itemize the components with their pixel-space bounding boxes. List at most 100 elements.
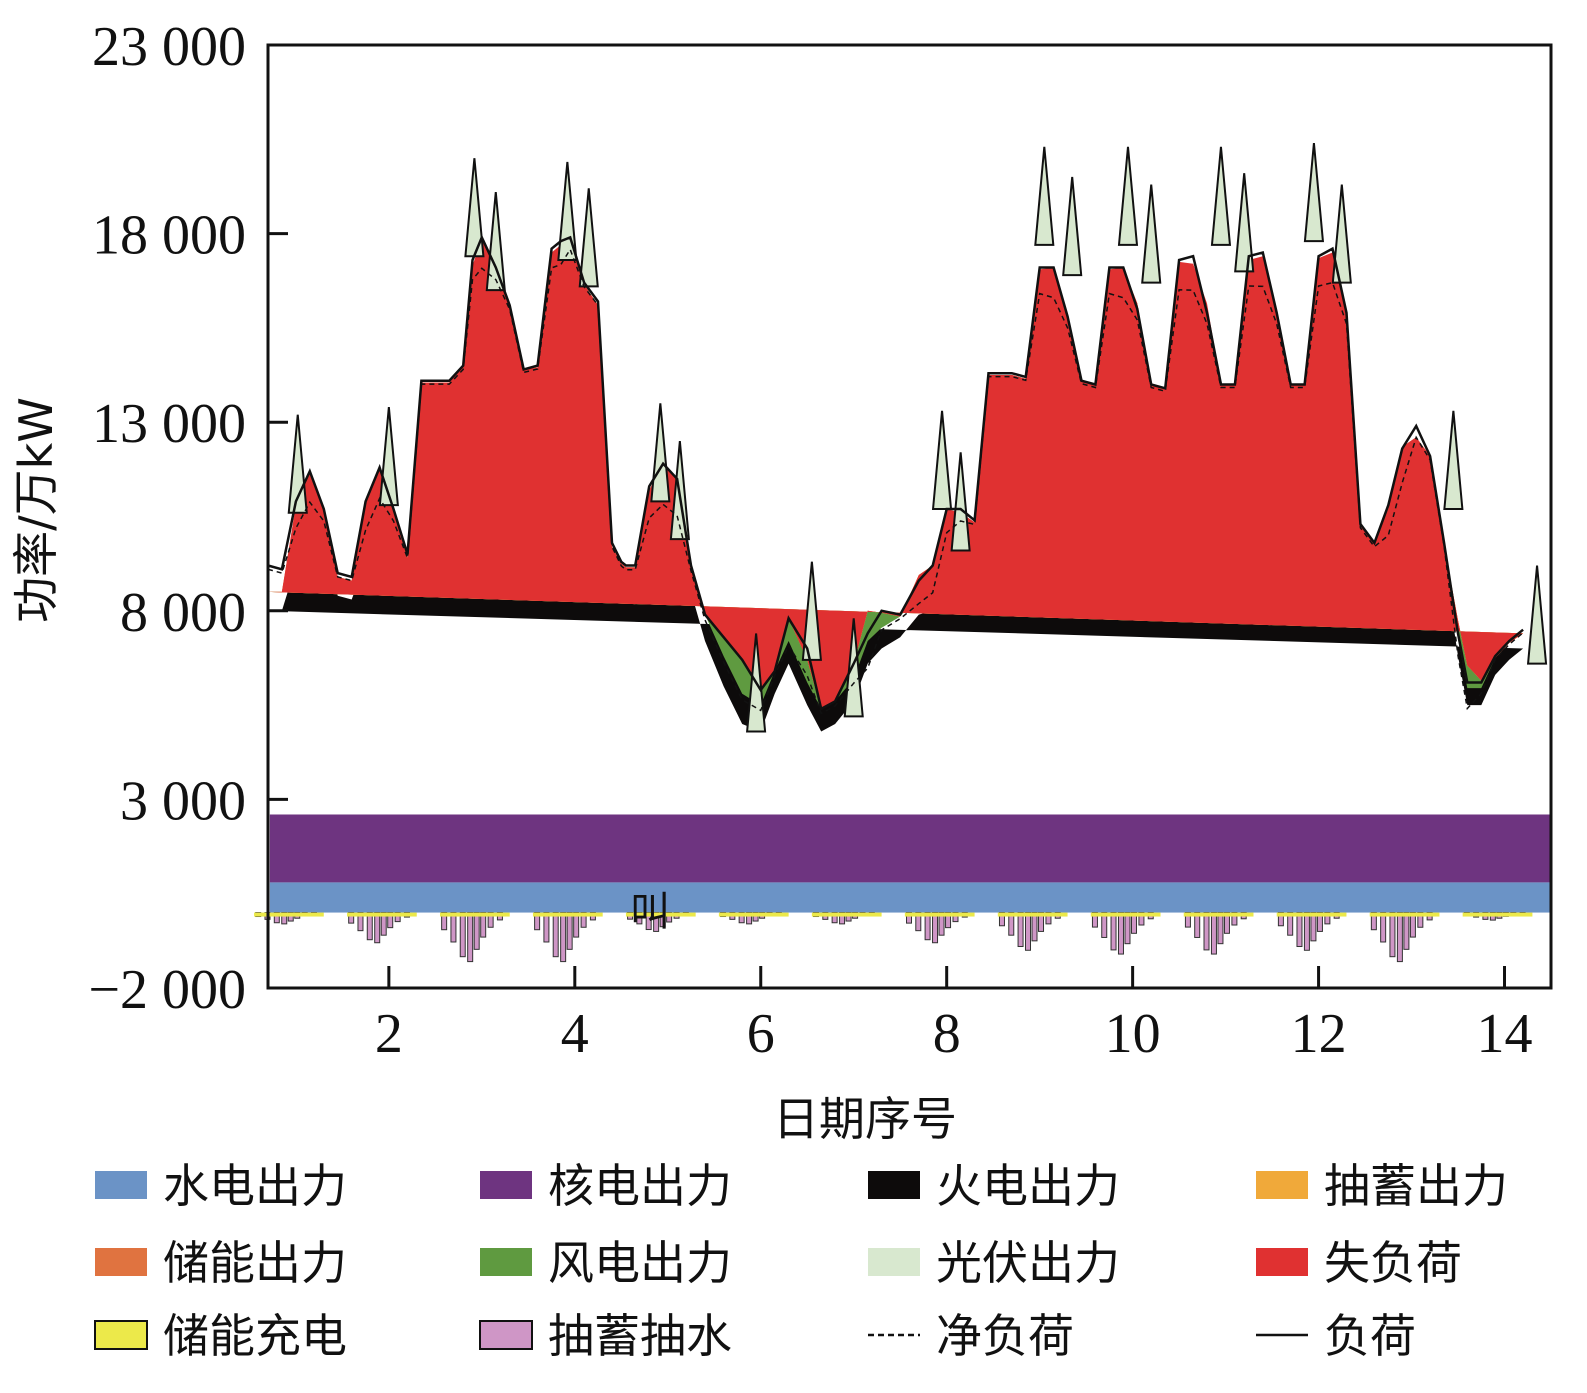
pump-bar-3-2 (459, 912, 466, 958)
legend-label-hydro: 水电出力 (163, 1159, 347, 1213)
pump-bar-10-3 (1117, 912, 1124, 955)
y-tick-label-3: 13 000 (92, 393, 246, 455)
pump-bar-10-4 (1124, 912, 1131, 945)
x-tick-label-0: 2 (375, 1003, 403, 1065)
legend-label-solar: 光伏出力 (936, 1236, 1120, 1290)
peak-spike-9 (801, 561, 822, 661)
area-nuclear (269, 814, 1552, 883)
charge-bar-5 (625, 912, 696, 917)
charge-bar-4 (532, 912, 603, 917)
annotation-text: 叫 (630, 889, 670, 935)
plot-frame (266, 43, 1553, 990)
charge-bar-2 (347, 912, 417, 917)
pump-bar-4-1 (543, 912, 550, 943)
pump-bar-13-3 (1396, 912, 1403, 963)
charge-bar-14 (1462, 912, 1533, 917)
pump-bar-13-4 (1403, 912, 1410, 950)
pump-bar-9-2 (1017, 912, 1024, 948)
peak-spike-12 (950, 452, 971, 552)
peak-spike-16 (1141, 184, 1162, 284)
legend-label-pumped_pump: 抽蓄抽水 (548, 1309, 732, 1363)
legend-swatch-storage_charge (94, 1320, 148, 1350)
pump-bar-10-2 (1110, 912, 1117, 951)
legend-swatch-hydro (95, 1171, 147, 1199)
pump-bar-2-2 (366, 912, 373, 941)
peak-spike-20 (1331, 184, 1352, 284)
legend-swatch-pumped_pump (479, 1320, 533, 1350)
y-tick-label-2: 8 000 (120, 582, 246, 644)
x-tick-label-6: 14 (1477, 1003, 1533, 1065)
y-tick-label-5: 23 000 (92, 16, 246, 78)
peak-spike-19 (1303, 142, 1325, 243)
y-axis: −2 000 3 000 8 000 13 000 18 000 23 000 (88, 16, 288, 1021)
y-tick-label-4: 18 000 (92, 205, 246, 267)
legend-swatch-load_shed (1256, 1248, 1308, 1276)
peak-spike-11 (931, 410, 953, 510)
peak-spike-6 (650, 403, 671, 503)
y-axis-title: 功率/万kW (9, 397, 63, 623)
load-lines (267, 234, 1524, 715)
legend-label-storage_dis: 储能出力 (163, 1236, 347, 1290)
pump-bar-13-1 (1380, 912, 1387, 943)
legend-label-net_load: 净负荷 (936, 1309, 1074, 1363)
y-tick-label-0: −2 000 (88, 959, 246, 1021)
peak-spike-5 (578, 188, 599, 288)
legend-label-thermal: 火电出力 (936, 1159, 1120, 1213)
legend-swatch-thermal (868, 1171, 920, 1199)
peak-spike-21 (1443, 410, 1464, 510)
y-tick-label-1: 3 000 (120, 770, 246, 832)
pump-bar-4-2 (552, 912, 559, 958)
line-net-load (267, 247, 1524, 715)
peak-spike-4 (557, 161, 578, 262)
x-axis: 2 4 6 8 10 12 14 (375, 966, 1533, 1065)
legend-swatch-wind (480, 1248, 532, 1276)
charge-bar-3 (439, 912, 510, 917)
area-load_shed (268, 237, 1524, 709)
legend-label-storage_charge: 储能充电 (163, 1309, 347, 1363)
pump-bar-9-4 (1031, 912, 1038, 942)
charge-bar-9 (997, 912, 1068, 917)
pump-bar-12-4 (1310, 912, 1317, 942)
peak-spike-10 (843, 618, 864, 718)
pump-bar-13-2 (1389, 912, 1396, 958)
pump-bar-8-3 (932, 912, 939, 944)
peak-spike-14 (1062, 176, 1083, 277)
line-load (267, 234, 1524, 711)
legend-swatch-pumped_gen (1256, 1171, 1308, 1199)
charge-bar-10 (1090, 912, 1161, 917)
x-tick-label-1: 4 (561, 1003, 589, 1065)
pump-bar-12-2 (1296, 912, 1303, 948)
charge-bar-12 (1276, 912, 1347, 917)
legend-swatch-solar (868, 1248, 920, 1276)
x-axis-title: 日期序号 (773, 1092, 957, 1146)
pump-bar-12-3 (1303, 912, 1310, 951)
peak-spike-18 (1234, 173, 1255, 273)
pump-bar-11-2 (1203, 912, 1210, 951)
peak-spike-1 (378, 407, 399, 507)
pump-bar-2-3 (374, 912, 381, 944)
legend-label-load_shed: 失负荷 (1324, 1236, 1462, 1290)
pump-bar-3-1 (450, 912, 457, 943)
pumping-bars (254, 912, 1533, 963)
pump-bar-11-4 (1217, 912, 1224, 945)
pump-bar-3-3 (467, 912, 474, 963)
charge-bar-1 (254, 912, 324, 917)
pump-bar-3-4 (473, 912, 480, 950)
x-tick-label-2: 6 (747, 1003, 775, 1065)
pump-bar-11-3 (1210, 912, 1217, 955)
legend-swatch-storage_dis (95, 1248, 147, 1276)
peak-spike-13 (1034, 146, 1055, 246)
pump-bar-4-4 (566, 912, 573, 950)
x-tick-label-5: 12 (1291, 1003, 1347, 1065)
charge-bar-6 (718, 912, 789, 917)
charge-bar-13 (1369, 912, 1440, 917)
area-hydro (269, 882, 1552, 913)
pump-bar-4-3 (560, 912, 567, 963)
peak-spike-15 (1117, 146, 1139, 246)
legend-label-nuclear: 核电出力 (548, 1159, 732, 1213)
pump-bar-8-2 (924, 912, 931, 941)
peak-spike-17 (1210, 146, 1232, 246)
x-tick-label-3: 8 (933, 1003, 961, 1065)
